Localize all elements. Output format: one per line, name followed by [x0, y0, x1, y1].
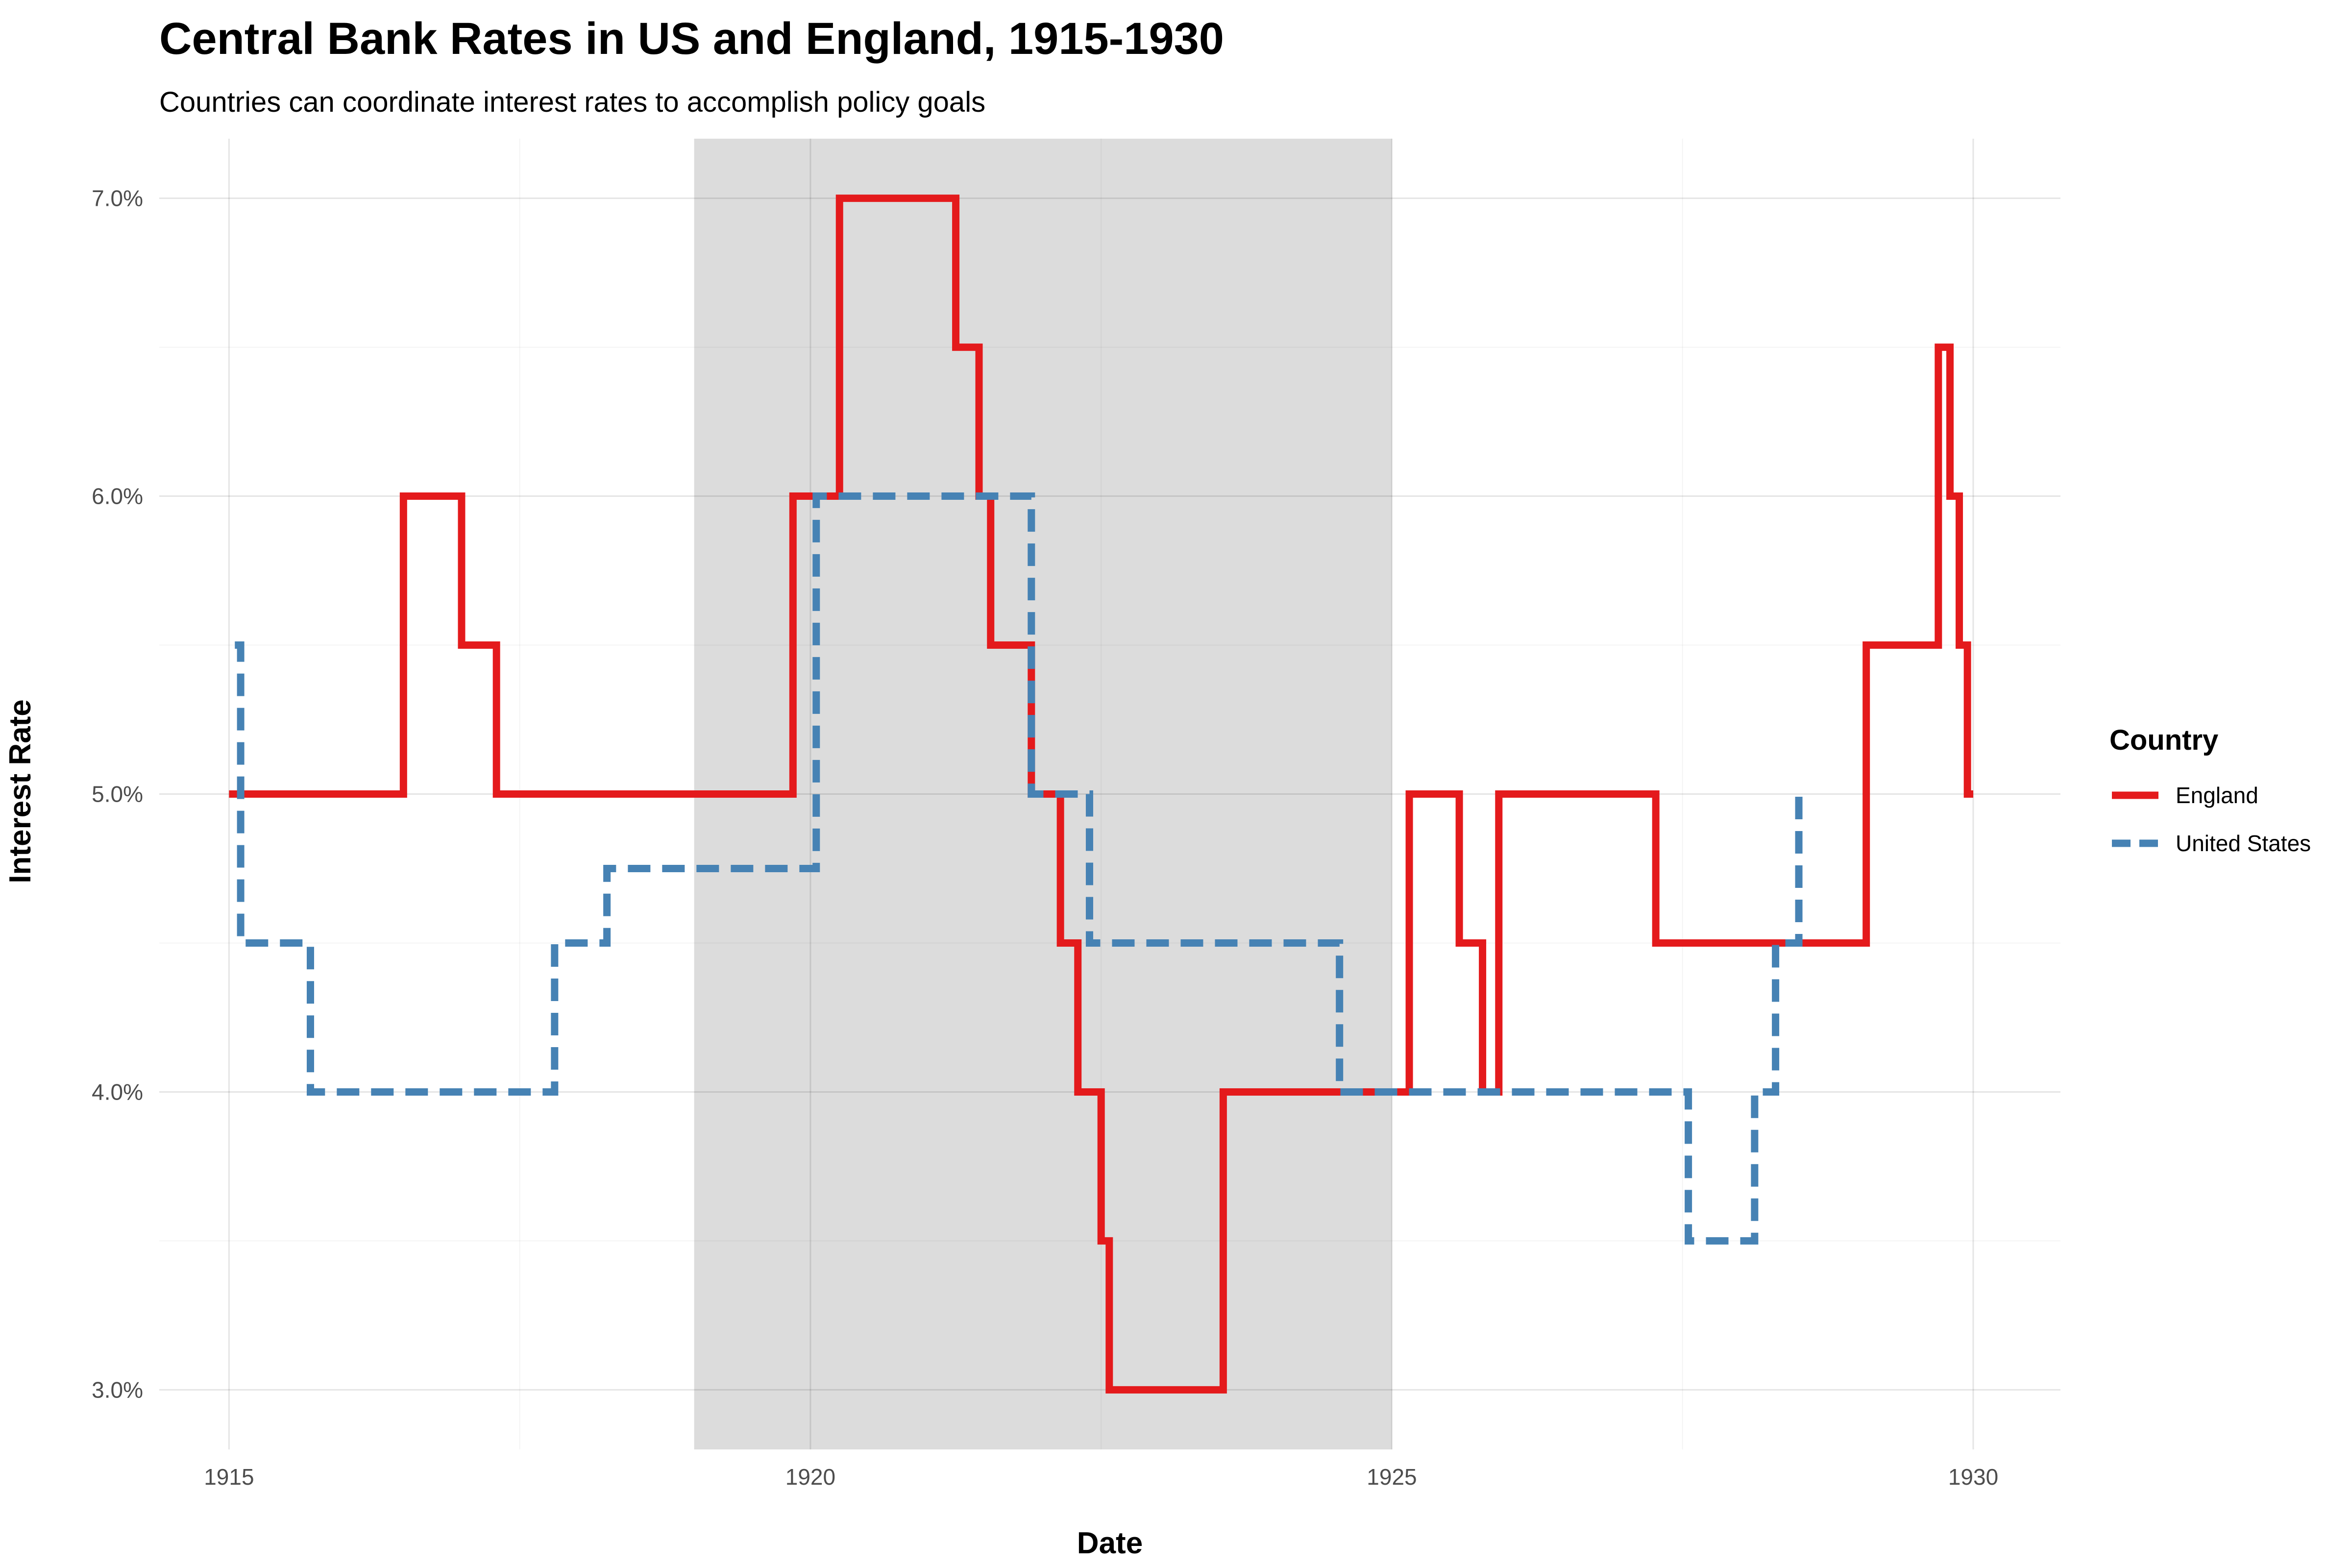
series-layer — [229, 195, 1974, 1394]
chart-title: Central Bank Rates in US and England, 19… — [159, 14, 1224, 64]
legend-title: Country — [2109, 724, 2218, 756]
y-axis-ticks: 3.0% 4.0% 5.0% 6.0% 7.0% — [92, 186, 143, 1403]
united-states-series-line — [235, 492, 1805, 1245]
plot-panel — [159, 139, 2060, 1449]
legend-items: England United States — [2112, 783, 2311, 856]
y-tick-label: 3.0% — [92, 1377, 143, 1402]
legend-label-united-states: United States — [2176, 831, 2311, 856]
x-axis-title: Date — [1077, 1526, 1143, 1560]
x-tick-label: 1915 — [204, 1464, 254, 1490]
x-tick-label: 1925 — [1367, 1464, 1417, 1490]
y-tick-label: 6.0% — [92, 484, 143, 509]
legend-label-england: England — [2176, 783, 2258, 808]
x-tick-label: 1930 — [1948, 1464, 1998, 1490]
legend: Country England United States — [2109, 724, 2311, 856]
y-axis-title: Interest Rate — [3, 699, 37, 883]
x-tick-label: 1920 — [785, 1464, 835, 1490]
england-series-line — [229, 195, 1974, 1394]
x-axis-ticks: 1915 1920 1925 1930 — [204, 1464, 1998, 1490]
chart-subtitle: Countries can coordinate interest rates … — [159, 86, 985, 118]
y-tick-label: 7.0% — [92, 186, 143, 211]
y-tick-label: 5.0% — [92, 782, 143, 807]
y-tick-label: 4.0% — [92, 1079, 143, 1104]
